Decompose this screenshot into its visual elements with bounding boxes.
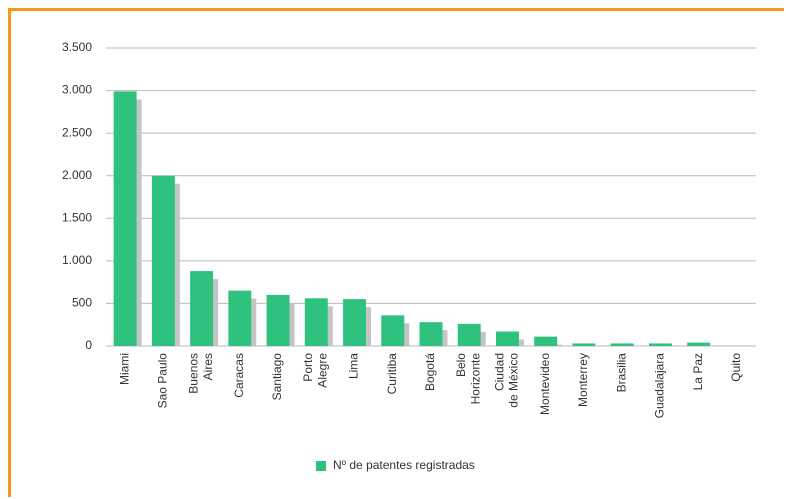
bar (648, 343, 672, 346)
x-tick-label: Quito (729, 353, 743, 382)
x-tick-label: Santiago (270, 353, 284, 401)
x-tick-label: Monterrey (576, 353, 590, 407)
bar (190, 271, 214, 346)
bar (113, 91, 137, 347)
bar (151, 175, 175, 346)
bar (496, 331, 519, 346)
bar (381, 315, 405, 346)
bar (687, 342, 711, 346)
bar (266, 294, 290, 346)
bar (534, 336, 558, 346)
bar (228, 290, 252, 346)
x-tick-label: Guadalajara (653, 353, 667, 419)
x-tick-label: La Paz (691, 353, 705, 390)
y-tick-label: 2.500 (62, 125, 92, 139)
x-tick-label: Lima (347, 353, 361, 379)
x-tick-label: BeloHorizonte (454, 353, 482, 405)
x-tick-label: Brasilia (614, 353, 628, 393)
x-tick-label: BuenosAires (187, 353, 215, 394)
legend-swatch (316, 461, 326, 471)
x-tick-label: Miami (117, 353, 131, 385)
x-tick-label: Bogotá (423, 353, 437, 391)
x-tick-label: Sao Paulo (156, 353, 170, 409)
legend-label: Nº de patentes registradas (333, 458, 475, 472)
x-tick-label: Ciudadde México (492, 353, 520, 408)
y-tick-label: 1.000 (62, 253, 92, 267)
x-tick-label: Caracas (232, 353, 246, 398)
bar (572, 343, 596, 346)
frame (8, 8, 784, 497)
y-tick-label: 1.500 (62, 210, 92, 224)
bar (457, 323, 481, 346)
x-tick-label: PortoAlegre (301, 353, 329, 388)
bar (304, 298, 328, 346)
x-tick-label: Montevideo (538, 353, 552, 415)
bar (343, 299, 366, 346)
y-tick-label: 0 (85, 338, 92, 352)
y-tick-label: 500 (72, 296, 92, 310)
y-tick-label: 3.500 (62, 40, 92, 54)
x-tick-label: Curitiba (385, 353, 399, 395)
y-tick-label: 2.000 (62, 168, 92, 182)
y-tick-label: 3.000 (62, 83, 92, 97)
bar (419, 322, 443, 346)
bar (610, 343, 634, 346)
